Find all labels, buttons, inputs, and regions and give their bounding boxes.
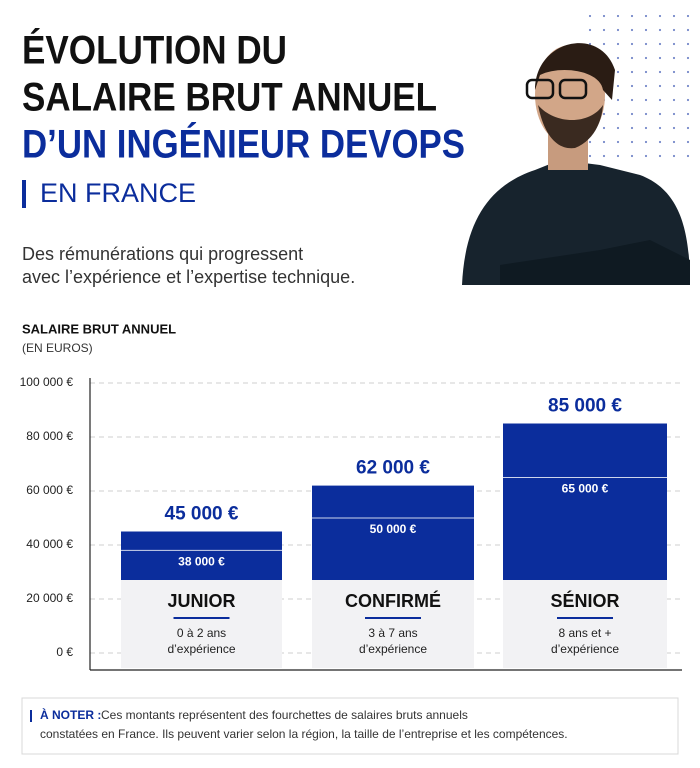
value-label: 85 000 € xyxy=(548,396,622,417)
accent-bar xyxy=(22,180,26,208)
description: avec l’expérience et l’expertise techniq… xyxy=(22,267,355,287)
inner-value-label: 50 000 € xyxy=(370,522,417,536)
x-tick-label: SÉNIOR xyxy=(550,590,619,611)
category-note: d’expérience xyxy=(551,642,619,656)
note-accent xyxy=(30,710,32,722)
y-tick-label: 60 000 € xyxy=(26,483,73,497)
note-label: À NOTER : xyxy=(40,707,101,722)
category-note: 0 à 2 ans xyxy=(177,626,226,640)
category-note: d’expérience xyxy=(167,642,235,656)
inner-value-label: 65 000 € xyxy=(562,482,609,496)
y-tick-label: 80 000 € xyxy=(26,429,73,443)
y-tick-label: 20 000 € xyxy=(26,591,73,605)
title-line: ÉVOLUTION DU xyxy=(22,28,287,73)
plot: 0 € 20 000 € 40 000 € 60 000 € 80 000 € 100 0… xyxy=(20,375,680,668)
note-text: constatées en France. Ils peuvent varier… xyxy=(40,727,568,741)
title-line: D’UN INGÉNIEUR DEVOPS xyxy=(22,122,465,167)
y-tick-label: 40 000 € xyxy=(26,537,73,551)
x-tick-label: JUNIOR xyxy=(167,591,235,611)
category-note: 3 à 7 ans xyxy=(368,626,417,640)
category-panel xyxy=(121,580,282,668)
y-tick-label: 100 000 € xyxy=(20,375,74,389)
portrait xyxy=(462,43,690,285)
note-box xyxy=(21,697,679,755)
axis-title: SALAIRE BRUT ANNUEL xyxy=(22,321,176,336)
category-note: d’expérience xyxy=(359,642,427,656)
inner-value-label: 38 000 € xyxy=(178,555,225,569)
axis-subtitle: (EN EUROS) xyxy=(22,341,93,355)
category-panel xyxy=(503,580,667,668)
note-text: Ces montants représentent des fourchette… xyxy=(101,708,468,722)
description: Des rémunérations qui progressent xyxy=(22,244,303,264)
x-tick-label: CONFIRMÉ xyxy=(345,590,441,611)
category-note: 8 ans et + xyxy=(558,626,611,640)
value-label: 62 000 € xyxy=(356,458,430,479)
value-label: 45 000 € xyxy=(165,504,239,525)
category-panel xyxy=(312,580,474,668)
subtitle: EN FRANCE xyxy=(40,178,196,208)
y-tick-label: 0 € xyxy=(56,645,73,659)
title-line: SALAIRE BRUT ANNUEL xyxy=(22,76,437,120)
